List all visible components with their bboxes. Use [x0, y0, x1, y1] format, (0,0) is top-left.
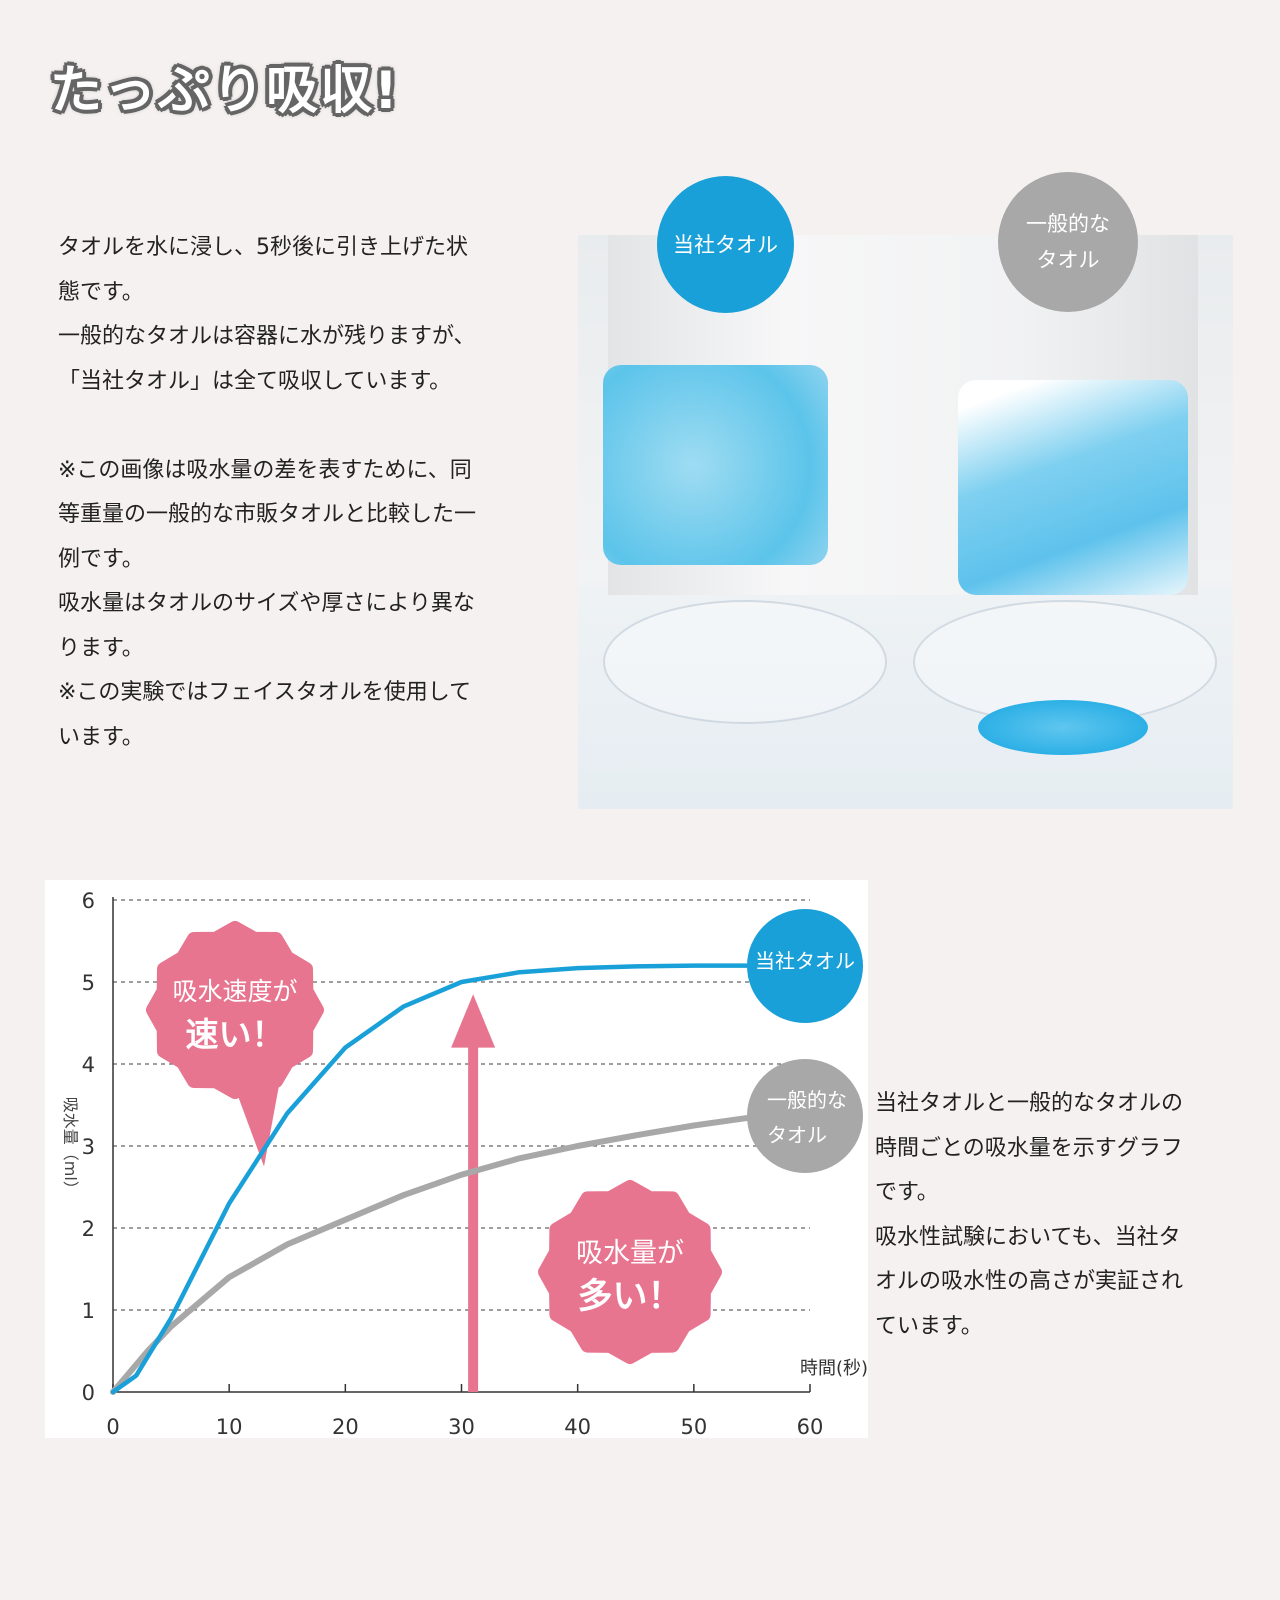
x-tick-label: 10: [216, 1415, 243, 1438]
x-tick-label: 20: [332, 1415, 359, 1438]
text-line: ※この画像は吸水量の差を表すために、同: [58, 457, 472, 483]
left-bowl: [603, 600, 887, 724]
description-text: タオルを水に浸し、5秒後に引き上げた状 態です。一般的なタオルは容器に水が残ります…: [58, 226, 476, 760]
text-line: 吸水量はタオルのサイズや厚さにより異な: [58, 591, 475, 616]
amount-bubble-line-2: 多い！: [577, 1277, 682, 1317]
speed-bubble-line-2: 速い！: [186, 1015, 285, 1054]
badge-general-towel: 一般的な タオル: [998, 172, 1138, 312]
y-tick-label: 3: [82, 1135, 95, 1159]
text-line: ります。: [58, 635, 144, 661]
legend-our-towel: 当社タオル: [755, 949, 855, 973]
y-tick-label: 4: [82, 1053, 95, 1077]
our-towel-image: [603, 365, 828, 565]
legend-general-towel-circle: [747, 1059, 863, 1173]
our-towel-line: [110, 963, 755, 1395]
y-tick-label: 1: [82, 1299, 95, 1323]
page-heading: たっぷり吸収!: [50, 61, 400, 121]
speed-bubble-line-1: 吸水速度が: [172, 977, 297, 1006]
text-line: オルの吸水性の高さが実証され: [875, 1269, 1184, 1294]
legend-our-towel-circle: [747, 909, 863, 1023]
text-line: 吸水性試験においても、当社タ: [875, 1224, 1181, 1250]
towel-comparison-photo: [578, 235, 1233, 809]
x-tick-label: 0: [106, 1415, 119, 1438]
amount-bubble-line-1: 吸水量が: [576, 1238, 684, 1269]
badge-our-towel-label: 当社タオル: [673, 232, 778, 257]
y-tick-label: 6: [82, 889, 95, 913]
text-line: タオルを水に浸し、5秒後に引き上げた状: [58, 235, 468, 260]
y-tick-label: 5: [82, 971, 95, 995]
chart-description: 当社タオルと一般的なタオルの 時間ごとの吸水量を示すグラフ です。吸水性試験において…: [875, 1082, 1183, 1349]
x-tick-label: 40: [564, 1415, 591, 1438]
text-line: です。: [875, 1180, 939, 1205]
text-line: 時間ごとの吸水量を示すグラフ: [875, 1135, 1183, 1161]
x-axis-label: 時間(秒): [800, 1358, 868, 1379]
text-line: 態です。: [58, 279, 144, 305]
text-line: [58, 404, 476, 449]
arrow-shaft: [468, 1039, 479, 1392]
legend-general-line-2: タオル: [767, 1123, 827, 1147]
general-towel-line: [110, 1114, 755, 1395]
y-tick-label: 2: [82, 1217, 95, 1241]
absorption-chart: 0 1 2 3 4 5 6 0 10 20 30 40 50 60 時間(秒) 吸水量（ml） 吸水速度が 速い！…: [45, 880, 868, 1439]
speed-bubble: [146, 921, 324, 1099]
text-line: 当社タオルと一般的なタオルの: [875, 1091, 1184, 1116]
text-line: 「当社タオル」は全て吸収しています。: [58, 368, 452, 394]
general-towel-image: [958, 380, 1188, 595]
badge-general-label-2: タオル: [1036, 248, 1100, 272]
x-tick-label: 30: [448, 1415, 475, 1438]
y-tick-label: 0: [82, 1381, 95, 1405]
amount-bubble: [538, 1180, 722, 1364]
text-line: 一般的なタオルは容器に水が残りますが、: [58, 324, 476, 349]
leftover-water: [978, 700, 1148, 755]
x-tick-label: 60: [797, 1415, 824, 1438]
text-line: います。: [58, 724, 144, 750]
badge-our-towel: 当社タオル: [657, 176, 794, 313]
badge-general-label-1: 一般的な: [1026, 212, 1110, 236]
text-line: ※この実験ではフェイスタオルを使用して: [58, 680, 472, 705]
arrow-head: [451, 994, 496, 1048]
x-tick-label: 50: [680, 1415, 707, 1438]
text-line: ています。: [875, 1313, 983, 1339]
y-axis-label: 吸水量（ml）: [61, 1097, 80, 1197]
text-line: 例です。: [58, 546, 144, 572]
text-line: 等重量の一般的な市販タオルと比較した一: [58, 502, 477, 527]
legend-general-line-1: 一般的な: [767, 1088, 847, 1112]
